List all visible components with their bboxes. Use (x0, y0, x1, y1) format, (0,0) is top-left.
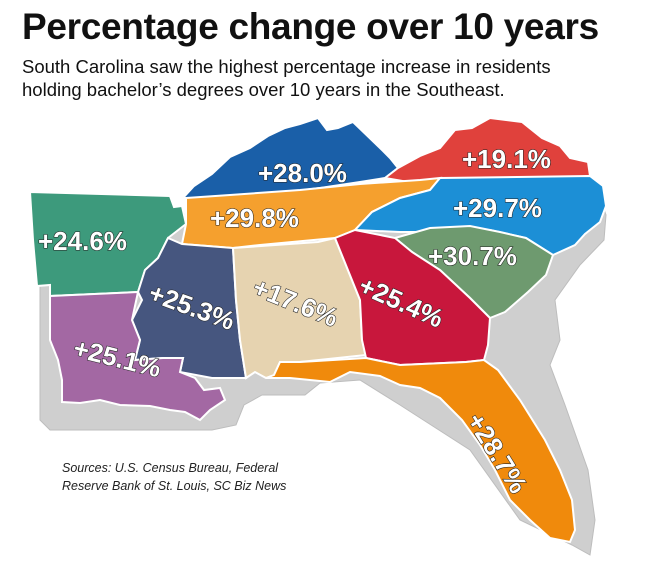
states (28, 116, 608, 544)
subtitle-line-2: holding bachelor’s degrees over 10 years… (22, 79, 505, 100)
page-title: Percentage change over 10 years (22, 6, 599, 47)
label-arkansas: +24.6% (38, 226, 127, 256)
label-south-carolina: +30.7% (428, 241, 517, 271)
subtitle: South Carolina saw the highest percentag… (22, 55, 642, 101)
state-florida[interactable] (265, 356, 577, 544)
state-georgia[interactable] (333, 228, 492, 367)
sources-note: Sources: U.S. Census Bureau, Federal Res… (62, 459, 286, 495)
sources-line-2: Reserve Bank of St. Louis, SC Biz News (62, 479, 287, 493)
label-north-carolina: +29.7% (453, 193, 542, 223)
label-tennessee: +29.8% (210, 203, 299, 233)
state-louisiana[interactable] (49, 290, 227, 422)
label-kentucky: +28.0% (258, 158, 347, 188)
subtitle-line-1: South Carolina saw the highest percentag… (22, 56, 551, 77)
label-virginia: +19.1% (462, 144, 551, 174)
sources-line-1: Sources: U.S. Census Bureau, Federal (62, 461, 279, 475)
